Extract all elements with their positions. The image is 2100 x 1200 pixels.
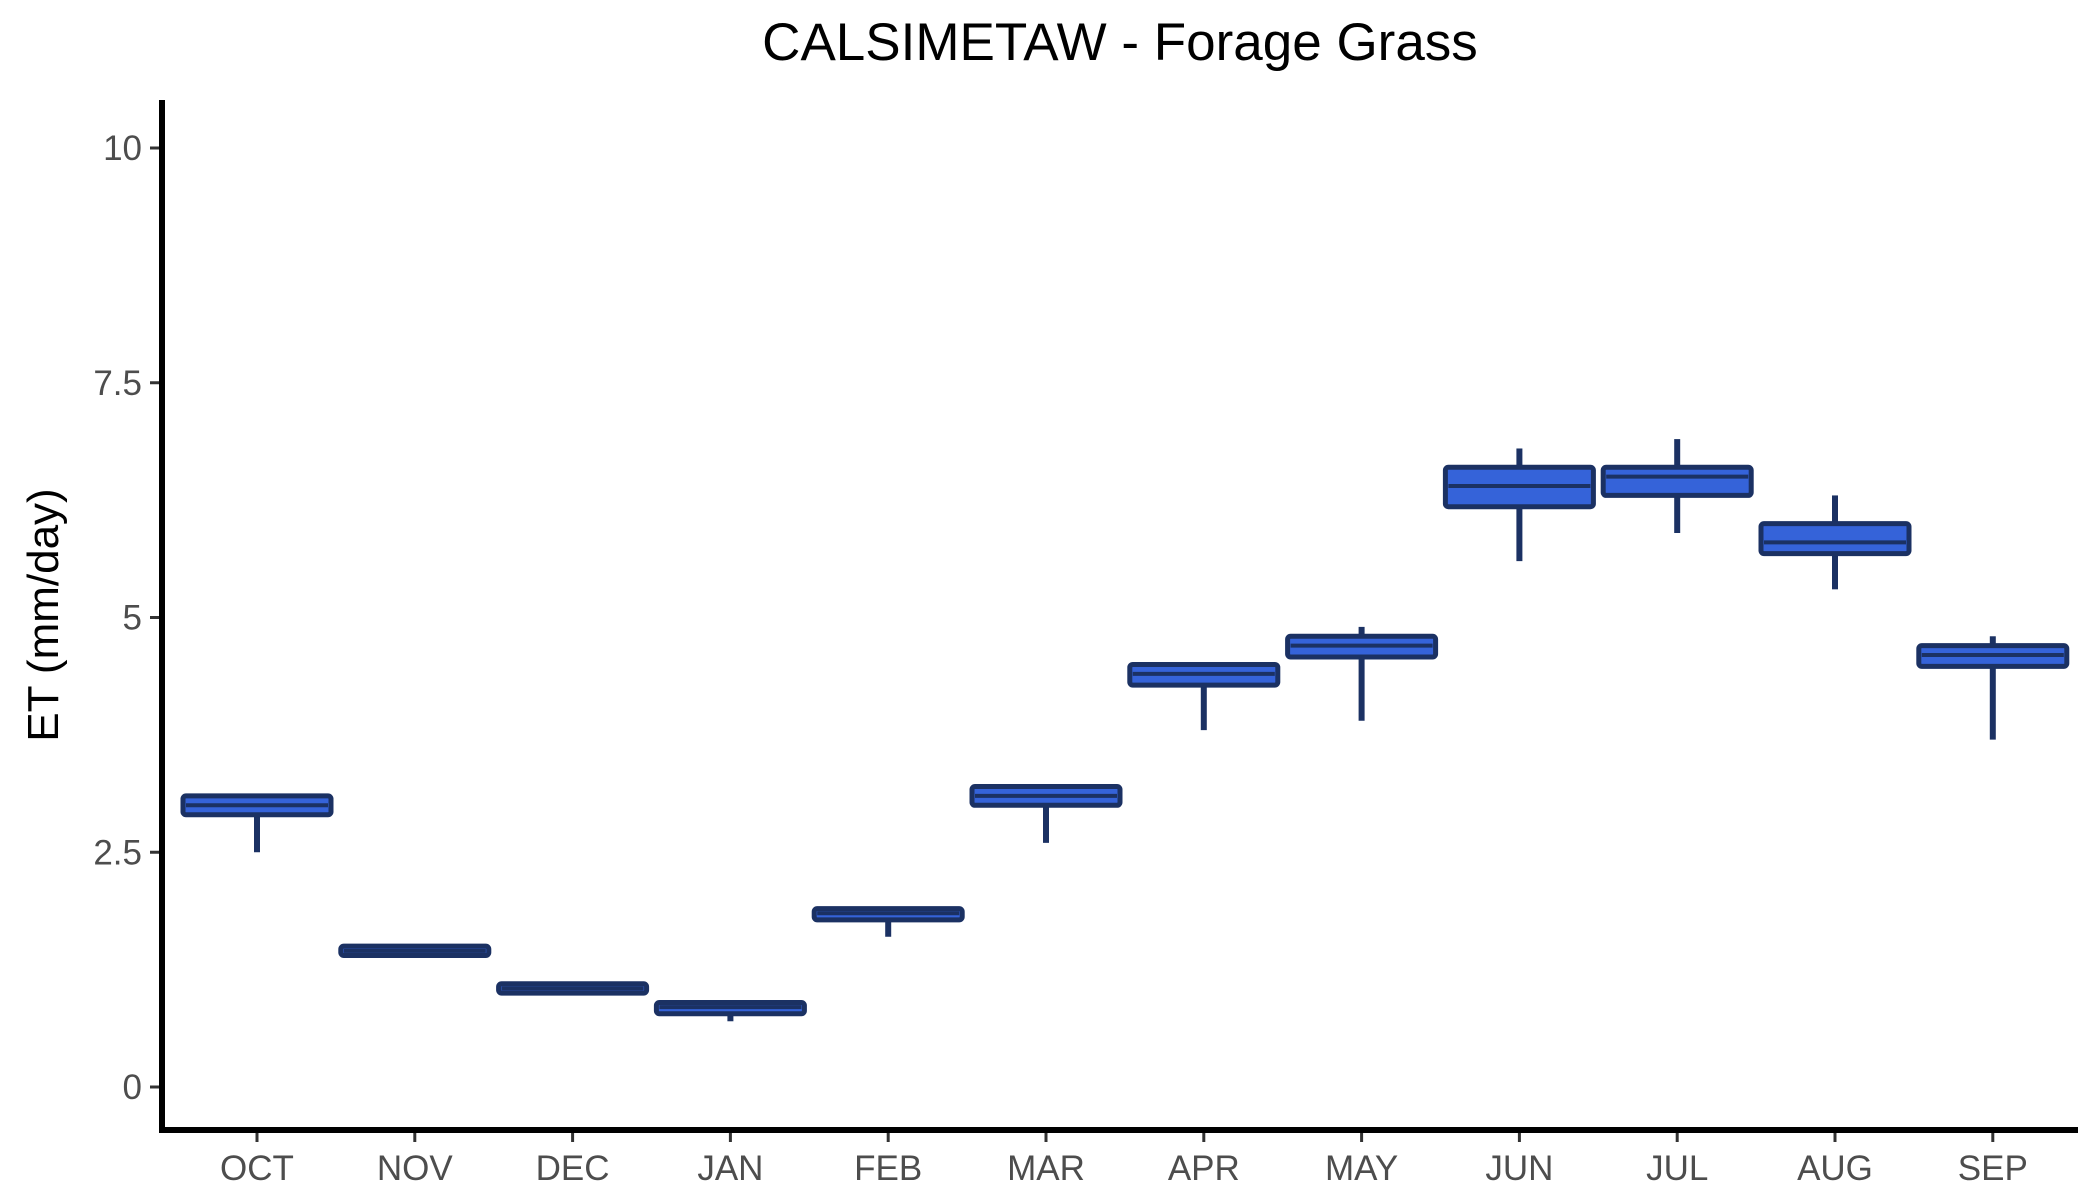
box-may	[1285, 626, 1439, 721]
box-aug	[1758, 495, 1912, 590]
x-tick-label: SEP	[1958, 1149, 2028, 1188]
x-tick-label: MAR	[1007, 1149, 1085, 1188]
x-tick-label: NOV	[377, 1149, 454, 1188]
x-tick-label: AUG	[1797, 1149, 1873, 1188]
box-nov	[338, 943, 492, 959]
box-sep	[1916, 636, 2070, 740]
y-tick-label: 10	[103, 129, 142, 168]
x-tick-label: JUL	[1646, 1149, 1708, 1188]
x-tick-label: OCT	[220, 1149, 294, 1188]
box	[1758, 521, 1912, 557]
box-mar	[969, 784, 1123, 843]
x-tick-label: FEB	[854, 1149, 922, 1188]
y-axis-title: ET (mm/day)	[19, 488, 68, 741]
y-tick-label: 5	[123, 599, 142, 638]
x-tick-label: JUN	[1485, 1149, 1553, 1188]
axis-ticks: 0 2.5 5 7.5 10 OCT NOV DEC JAN FEB MAR APR MAY JUN JUL…	[93, 129, 2027, 1188]
box-jun	[1442, 448, 1596, 562]
y-tick-label: 0	[123, 1068, 142, 1107]
x-tick-label: MAY	[1325, 1149, 1398, 1188]
x-tick-label: JAN	[697, 1149, 763, 1188]
box-feb	[811, 906, 965, 937]
y-tick-label: 7.5	[93, 364, 142, 403]
box-jan	[653, 999, 807, 1022]
box-apr	[1127, 661, 1281, 731]
chart-title: CALSIMETAW - Forage Grass	[762, 13, 1478, 72]
boxes-layer	[180, 439, 2070, 1022]
box	[1600, 464, 1754, 498]
box-oct	[180, 793, 334, 853]
x-tick-label: DEC	[536, 1149, 610, 1188]
box-jul	[1600, 439, 1754, 533]
x-tick-label: APR	[1168, 1149, 1240, 1188]
box-dec	[496, 981, 650, 996]
y-tick-label: 2.5	[93, 833, 142, 872]
